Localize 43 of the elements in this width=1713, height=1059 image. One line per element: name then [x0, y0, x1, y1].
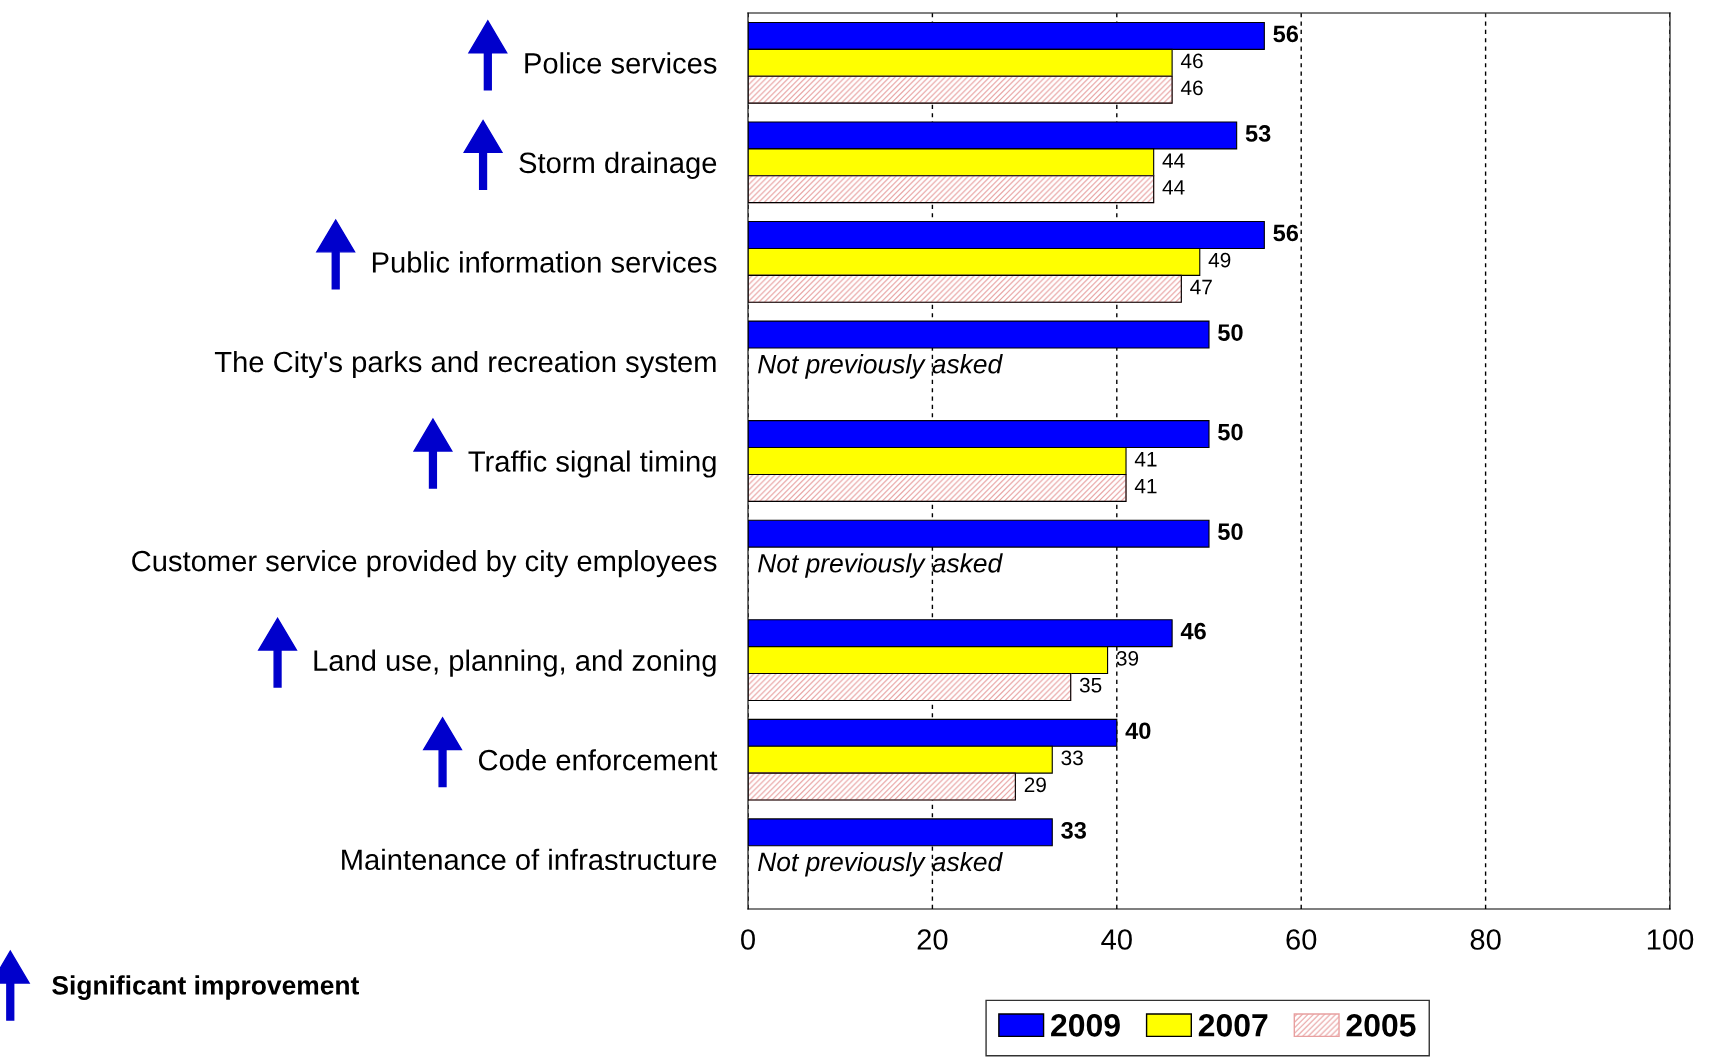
legend-label: 2005 [1346, 1014, 1416, 1037]
legend-label: 2009 [1051, 1014, 1120, 1037]
y-tick-label: Code enforcement [478, 749, 718, 771]
y-tick-label: Maintenance of infrastructure [342, 848, 717, 871]
x-tick-label: 100 [1647, 929, 1694, 950]
data-label: 49 [1208, 252, 1231, 268]
annotation: Not previously asked [758, 354, 1003, 379]
data-label: 35 [1079, 677, 1102, 693]
data-label: 50 [1218, 523, 1243, 541]
data-label: 46 [1180, 80, 1203, 96]
data-label: 47 [1190, 279, 1212, 295]
data-label: 39 [1116, 650, 1139, 666]
data-label: 44 [1162, 180, 1185, 195]
data-label: 46 [1180, 622, 1206, 640]
x-tick-label: 80 [1470, 929, 1501, 950]
data-label: 56 [1273, 25, 1299, 43]
data-label: 53 [1245, 125, 1271, 142]
data-label: 40 [1125, 722, 1151, 740]
annotation: Not previously asked [758, 851, 1003, 877]
data-label: 50 [1218, 324, 1243, 341]
y-tick-label: Traffic signal timing [468, 450, 716, 478]
text: Significant improvement [52, 975, 359, 1000]
y-tick-label: Public information services [372, 251, 717, 273]
y-tick-label: Storm drainage [519, 151, 717, 179]
y-tick-label: Police services [525, 52, 717, 74]
x-tick-label: 20 [917, 929, 948, 950]
data-label: 44 [1162, 153, 1185, 168]
data-label: 33 [1061, 821, 1086, 839]
annotation: Not previously asked [758, 553, 1003, 578]
legend-label: 2007 [1198, 1014, 1268, 1037]
y-tick-label: Land use, planning, and zoning [314, 649, 716, 677]
data-label: 56 [1273, 224, 1299, 242]
data-label: 50 [1218, 423, 1243, 441]
y-tick-label: The City's parks and recreation system [214, 350, 716, 379]
y-tick-label: Customer service provided by city employees [132, 549, 717, 578]
x-tick-label: 0 [741, 929, 755, 950]
data-label: 46 [1180, 53, 1203, 69]
x-tick-label: 60 [1286, 929, 1317, 950]
x-tick-label: 40 [1101, 929, 1132, 950]
data-label: 29 [1024, 777, 1046, 793]
data-label: 33 [1061, 750, 1083, 766]
data-label: 41 [1134, 452, 1157, 467]
data-label: 41 [1134, 478, 1157, 494]
